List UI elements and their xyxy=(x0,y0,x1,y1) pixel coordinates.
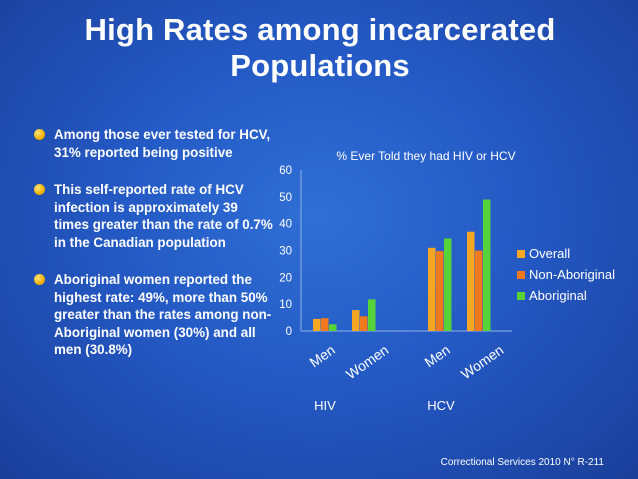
bullet-item: Among those ever tested for HCV, 31% rep… xyxy=(34,126,274,161)
bar-overall-1 xyxy=(313,318,321,331)
y-tick-label: 60 xyxy=(279,165,292,177)
bullet-item: Aboriginal women reported the highest ra… xyxy=(34,271,274,359)
bar-non-aboriginal-1 xyxy=(321,318,329,331)
x-tick-label: Women xyxy=(343,342,391,383)
bar-non-aboriginal-2 xyxy=(360,316,368,331)
legend-label: Aboriginal xyxy=(529,288,587,303)
bullet-dot-icon xyxy=(34,184,45,195)
bar-non-aboriginal-4 xyxy=(475,250,483,331)
bullet-text: Among those ever tested for HCV, 31% rep… xyxy=(54,127,271,160)
x-tick-label: Men xyxy=(421,342,452,371)
legend-swatch xyxy=(517,250,525,258)
legend: Overall Non-Aboriginal Aboriginal xyxy=(517,246,615,303)
bar-aboriginal-3 xyxy=(444,238,452,331)
legend-label: Non-Aboriginal xyxy=(529,267,615,282)
bar-overall-3 xyxy=(428,247,436,331)
bullet-item: This self-reported rate of HCV infection… xyxy=(34,181,274,251)
y-tick-label: 50 xyxy=(279,192,292,204)
bullet-list: Among those ever tested for HCV, 31% rep… xyxy=(34,126,274,379)
x-tick-label: Women xyxy=(458,342,506,383)
source-footer: Correctional Services 2010 N° R-211 xyxy=(440,457,604,468)
legend-swatch xyxy=(517,292,525,300)
bars xyxy=(313,199,491,331)
title-line-2: Populations xyxy=(230,48,410,83)
legend-label: Overall xyxy=(529,246,570,261)
y-tick-label: 30 xyxy=(279,246,292,258)
bar-overall-2 xyxy=(352,310,360,331)
y-tick-label: 20 xyxy=(279,272,292,284)
bar-aboriginal-4 xyxy=(483,199,491,331)
bar-aboriginal-1 xyxy=(329,324,337,331)
title-line-1: High Rates among incarcerated xyxy=(84,12,556,47)
bullet-dot-icon xyxy=(34,129,45,140)
legend-swatch xyxy=(517,271,525,279)
bar-aboriginal-2 xyxy=(368,299,376,331)
bar-non-aboriginal-3 xyxy=(436,251,444,331)
y-tick-label: 40 xyxy=(279,219,292,231)
bullet-text: Aboriginal women reported the highest ra… xyxy=(54,272,272,357)
bullet-dot-icon xyxy=(34,274,45,285)
bullet-text: This self-reported rate of HCV infection… xyxy=(54,182,273,250)
chart-title: % Ever Told they had HIV or HCV xyxy=(336,149,515,163)
page-title: High Rates among incarcerated Population… xyxy=(20,12,620,84)
group-labels: HIV HCV xyxy=(314,398,455,413)
x-tick-label: Men xyxy=(306,342,337,371)
group-label: HCV xyxy=(427,398,455,413)
bar-overall-4 xyxy=(467,231,475,331)
y-tick-label: 10 xyxy=(279,299,292,311)
group-label: HIV xyxy=(314,398,336,413)
x-tick-labels: Men Women Men Women xyxy=(306,342,506,383)
y-tick-label: 0 xyxy=(286,326,292,338)
y-tick-labels: 0 10 20 30 40 50 60 xyxy=(279,165,292,338)
